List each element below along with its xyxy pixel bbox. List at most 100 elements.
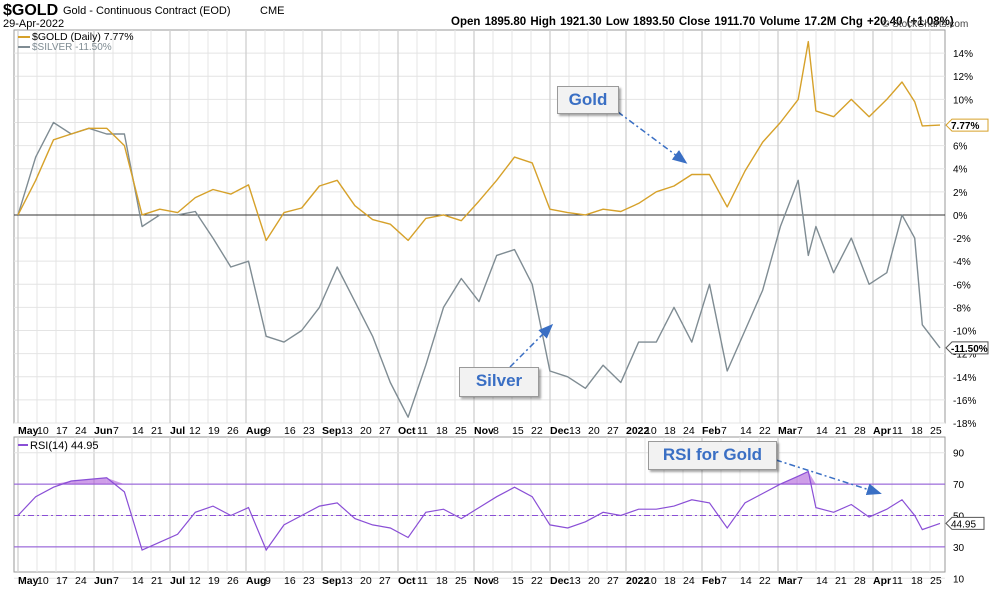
x-tick-label: 18 [911, 575, 923, 587]
rsi-grid [14, 437, 945, 579]
x-tick-label: 24 [75, 575, 87, 587]
x-tick-label: Nov [474, 575, 494, 587]
x-tick-label: Dec [550, 575, 569, 587]
x-tick-label: 11 [417, 575, 428, 587]
x-tick-label: 20 [360, 425, 372, 437]
rsi-callout: RSI for Gold [648, 441, 777, 470]
silver-last-value: -11.50% [945, 341, 989, 355]
x-tick-label: 22 [759, 575, 771, 587]
silver-series-line [17, 121, 941, 418]
x-tick-label: May [18, 575, 39, 587]
x-tick-label: 17 [56, 425, 68, 437]
rsi-last-text: 44.95 [951, 519, 976, 530]
x-tick-label: 15 [512, 575, 524, 587]
main-y-tick-label: 6% [953, 142, 968, 153]
x-tick-label: 13 [569, 575, 581, 587]
x-tick-label: 9 [265, 575, 271, 587]
x-tick-label: 25 [455, 575, 467, 587]
x-tick-label: 20 [588, 575, 600, 587]
x-tick-label: Jun [94, 425, 113, 437]
legend-gold-label: $GOLD (Daily) 7.77% [32, 31, 134, 43]
x-tick-label: 21 [835, 575, 847, 587]
x-tick-label: 18 [436, 575, 448, 587]
rsi-panel: 9070503010 44.95 RSI(14) 44.95 [13, 436, 985, 585]
rsi-overbought-area [106, 477, 125, 485]
x-tick-label: Aug [246, 425, 266, 437]
last-value-labels: 7.77% -11.50% [945, 118, 989, 355]
rsi-series-line [17, 470, 941, 552]
main-y-tick-label: 10% [953, 95, 973, 106]
main-y-tick-label: -10% [953, 327, 976, 338]
x-tick-label: 24 [683, 425, 695, 437]
last-value-text: 7.77% [951, 121, 979, 132]
symbol-title: $GOLD [3, 2, 59, 19]
x-tick-label: Mar [778, 425, 797, 437]
x-tick-label: 21 [151, 575, 163, 587]
x-tick-label: 22 [759, 425, 771, 437]
x-tick-label: 25 [930, 425, 942, 437]
x-tick-label: Feb [702, 575, 721, 587]
rsi-last-value: 44.95 [945, 516, 985, 530]
exchange-label: CME [260, 5, 285, 17]
x-tick-label: 2022 [626, 425, 650, 437]
x-tick-label: 7 [113, 425, 119, 437]
x-tick-label: 24 [75, 425, 87, 437]
x-tick-label: 9 [265, 425, 271, 437]
main-y-tick-label: -8% [953, 303, 971, 314]
last-value-tag [945, 341, 989, 355]
x-tick-label: 22 [531, 425, 543, 437]
main-y-tick-label: 0% [953, 211, 968, 222]
x-tick-label: 14 [740, 425, 752, 437]
x-tick-label: Apr [873, 425, 891, 437]
x-tick-label: 23 [303, 425, 315, 437]
x-tick-label: Aug [246, 575, 266, 587]
x-tick-label: 17 [56, 575, 68, 587]
x-tick-label: 10 [645, 575, 657, 587]
main-y-tick-label: 2% [953, 188, 968, 199]
x-tick-label: 16 [284, 575, 296, 587]
x-tick-label: Oct [398, 425, 416, 437]
x-tick-label: 13 [341, 425, 353, 437]
gold-last-value: 7.77% [945, 118, 989, 132]
main-y-tick-label: 12% [953, 72, 973, 83]
x-tick-label: 12 [189, 575, 201, 587]
main-y-tick-label: -2% [953, 234, 971, 245]
x-tick-label: 18 [911, 425, 923, 437]
rsi-y-tick-label: 90 [953, 449, 965, 460]
x-tick-label: 2022 [626, 575, 650, 587]
x-tick-label: 23 [303, 575, 315, 587]
x-tick-label: Feb [702, 425, 721, 437]
x-tick-label: 19 [208, 425, 220, 437]
x-tick-label: 22 [531, 575, 543, 587]
rsi-overbought-area [53, 480, 72, 485]
x-tick-label: 28 [854, 425, 866, 437]
x-tick-label: Sep [322, 425, 341, 437]
x-tick-label: Sep [322, 575, 341, 587]
main-y-tick-label: 4% [953, 165, 968, 176]
x-tick-label: 11 [892, 575, 903, 587]
rsi-y-tick-label: 70 [953, 480, 965, 491]
x-tick-label: 18 [436, 425, 448, 437]
x-tick-label: 10 [37, 425, 49, 437]
x-tick-label: 7 [721, 425, 727, 437]
rsi-y-tick-label: 30 [953, 543, 965, 554]
x-tick-label: Apr [873, 575, 891, 587]
rsi-overbought-area [71, 479, 89, 485]
rsi-y-tick-label: 10 [953, 574, 965, 585]
x-tick-label: 10 [37, 575, 49, 587]
legend-silver-label: $SILVER -11.50% [32, 42, 112, 53]
silver-callout: Silver [459, 367, 539, 397]
rsi-panel-frame [13, 436, 946, 573]
x-tick-label: 14 [132, 575, 144, 587]
x-tick-label: 27 [379, 575, 391, 587]
x-tick-label: 7 [721, 575, 727, 587]
x-tick-label: 11 [892, 425, 903, 437]
rsi-overbought-area [798, 471, 809, 485]
last-value-tag [945, 118, 989, 132]
x-tick-label: 25 [930, 575, 942, 587]
main-legend: $GOLD (Daily) 7.77% $SILVER -11.50% [18, 31, 134, 53]
x-tick-label: 8 [493, 575, 499, 587]
